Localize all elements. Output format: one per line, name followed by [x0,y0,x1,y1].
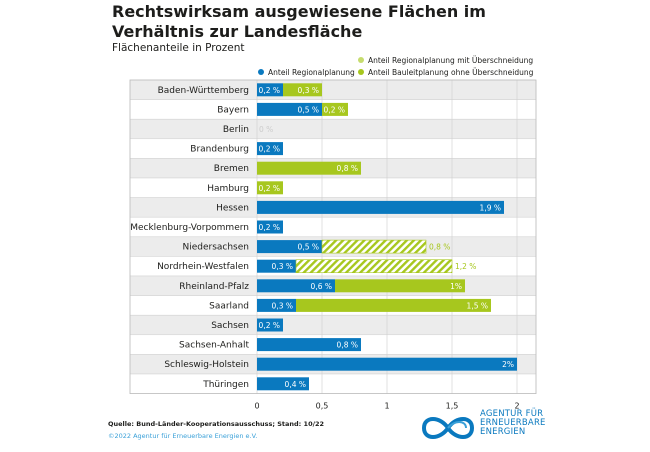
plot-area: Baden-Württemberg 0,2 % 0,3 % Bayern 0,5 % 0,… [129,79,537,410]
data-label: 0,5 % [298,105,319,114]
data-label: 0,8 % [337,164,358,173]
x-tick-label: 1,5 [446,402,459,410]
bar-segment-regional [257,240,322,254]
legend-label-bauleit: Anteil Bauleitplanung ohne Überschneidun… [368,68,534,77]
data-label: 2% [502,360,514,369]
bar-segment-regional [257,357,517,371]
data-label: 0,4 % [285,380,306,389]
data-label: 1,9 % [480,203,501,212]
category-label: Rheinland-Pfalz [179,282,249,292]
chart-subtitle: Flächenanteile in Prozent [112,42,245,54]
bar-segment-bauleit [322,102,348,116]
bar-segment-bauleit [335,279,465,293]
data-label: 0,2 % [259,223,280,232]
legend-dot-regional [258,69,264,75]
category-label: Bremen [214,164,249,174]
bar-segment-regional [257,83,283,97]
data-label: 0,8 % [429,243,450,252]
bar-segment-bauleit [257,161,361,175]
data-label: 0,2 % [324,105,345,114]
category-label: Hamburg [207,184,249,194]
aee-logo: AGENTUR FÜR ERNEUERBARE ENERGIEN [418,408,545,448]
data-label: 0,6 % [311,282,332,291]
data-label: 0,2 % [259,86,280,95]
data-label: 0,5 % [298,243,319,252]
bar-segment-regional [257,338,361,352]
x-tick-label: 2 [514,402,519,410]
logo-line-2: ERNEUERBARE [480,418,546,428]
category-label: Thüringen [202,380,249,390]
logo-line-1: AGENTUR FÜR [480,409,544,419]
bar-segment-regional [257,318,283,332]
data-label: 0 % [259,125,273,134]
category-label: Mecklenburg-Vorpommern [130,223,249,233]
category-label: Schleswig-Holstein [164,360,249,370]
data-label: 0,2 % [259,145,280,154]
row-background [129,177,537,198]
copyright-note: ©2022 Agentur für Erneuerbare Energien e… [108,432,258,440]
category-label: Hessen [216,203,249,213]
legend-dot-regional-overlap [358,57,364,63]
logo-text: AGENTUR FÜR ERNEUERBARE ENERGIEN [480,410,546,437]
x-tick-label: 1 [384,402,389,410]
plot-border [129,79,537,395]
bar-segment-regional [257,279,335,293]
bar-segment-regional [257,259,296,273]
legend-label-regional: Anteil Regionalplanung [268,68,355,77]
row-background [129,373,537,394]
category-label: Sachsen-Anhalt [179,341,249,351]
bar-segment-regional [257,377,309,391]
bar-segment-bauleit [296,298,491,312]
data-label: 0,3 % [272,301,293,310]
category-label: Nordrhein-Westfalen [157,262,249,272]
x-tick-label: 0 [254,402,259,410]
legend-regional-overlap: Anteil Regionalplanung mit Überschneidun… [358,56,533,65]
bar-segment-bauleit [257,181,283,195]
data-label: 1,2 % [455,262,476,271]
bar-segment-regional [257,200,504,214]
data-label: 0,8 % [337,341,358,350]
category-label: Berlin [223,125,249,135]
bar-segment-regional_overlap [295,259,453,274]
data-label: 1,5 % [467,301,488,310]
data-label: 1% [450,282,462,291]
row-background [129,118,537,140]
chart-frame: Rechtswirksam ausgewiesene Flächen im Ve… [108,0,545,450]
category-label: Bayern [217,105,249,115]
data-label: 0,3 % [298,86,319,95]
data-label: 0,3 % [272,262,293,271]
legend-dot-bauleit [358,69,364,75]
category-label: Saarland [209,301,249,311]
infinity-logo-icon [421,417,475,439]
bar-segment-regional_overlap [321,239,427,254]
category-label: Brandenburg [190,145,249,155]
category-label: Sachsen [211,321,249,331]
chart-title: Rechtswirksam ausgewiesene Flächen im Ve… [112,2,486,41]
source-note: Quelle: Bund-Länder-Kooperationsausschus… [108,420,325,428]
logo-line-3: ENERGIEN [480,427,526,437]
category-label: Baden-Württemberg [158,86,249,96]
bar-segment-regional [257,142,283,156]
x-tick-label: 0,5 [316,402,329,410]
data-label: 0,2 % [259,184,280,193]
bar-segment-regional [257,102,322,116]
legend-label-regional-overlap: Anteil Regionalplanung mit Überschneidun… [368,56,534,65]
data-label: 0,2 % [259,321,280,330]
bar-segment-regional [257,298,296,312]
category-label: Niedersachsen [182,243,249,253]
row-background [129,314,537,336]
legend-bauleit: Anteil Bauleitplanung ohne Überschneidun… [358,68,533,77]
bar-segment-bauleit [283,83,322,97]
bar-chart: Baden-Württemberg 0,2 % 0,3 % Bayern 0,5 % 0,… [129,79,537,410]
bar-segment-regional [257,220,283,234]
legend-regional: Anteil Regionalplanung [258,68,355,77]
